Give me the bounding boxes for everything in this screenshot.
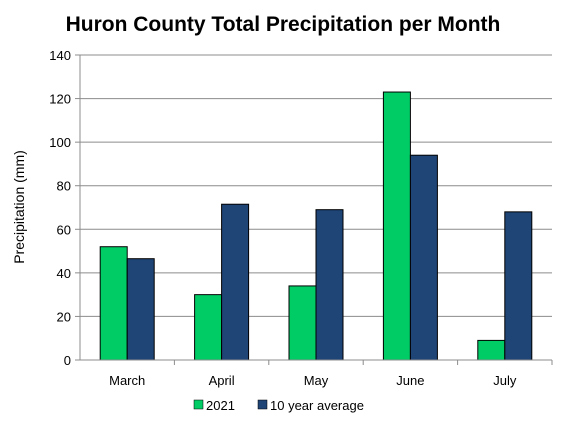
y-tick-label: 40 bbox=[57, 266, 71, 281]
bar bbox=[409, 154, 438, 361]
y-tick-label: 100 bbox=[49, 135, 71, 150]
bar bbox=[126, 258, 155, 361]
chart-title: Huron County Total Precipitation per Mon… bbox=[66, 13, 501, 36]
x-tick-label: June bbox=[396, 373, 424, 388]
y-tick-label: 120 bbox=[49, 92, 71, 107]
legend-swatch bbox=[193, 399, 204, 410]
y-tick-label: 20 bbox=[57, 309, 71, 324]
y-tick-label: 80 bbox=[57, 179, 71, 194]
bar bbox=[315, 209, 344, 361]
x-tick-label: April bbox=[209, 373, 235, 388]
y-tick-label: 140 bbox=[49, 48, 71, 63]
bars bbox=[99, 91, 533, 361]
x-tick-label: March bbox=[109, 373, 145, 388]
y-tick-label: 0 bbox=[64, 353, 71, 368]
x-tick-label: July bbox=[493, 373, 517, 388]
axes bbox=[75, 54, 553, 365]
bar bbox=[477, 339, 506, 361]
legend-swatch bbox=[257, 399, 268, 410]
y-axis-label: Precipitation (mm) bbox=[11, 150, 27, 264]
bar bbox=[288, 285, 317, 361]
bar bbox=[194, 294, 223, 361]
y-tick-labels: 0 20 40 60 80 100 120 140 bbox=[49, 48, 71, 368]
bar bbox=[504, 211, 533, 361]
legend-label: 2021 bbox=[206, 398, 235, 413]
bar bbox=[221, 203, 250, 361]
x-tick-labels: March April May June July bbox=[109, 373, 517, 388]
x-tick-label: May bbox=[304, 373, 329, 388]
bar bbox=[382, 91, 411, 361]
bar bbox=[99, 246, 128, 361]
legend-label: 10 year average bbox=[270, 398, 364, 413]
legend: 2021 10 year average bbox=[193, 398, 364, 413]
y-tick-label: 60 bbox=[57, 222, 71, 237]
